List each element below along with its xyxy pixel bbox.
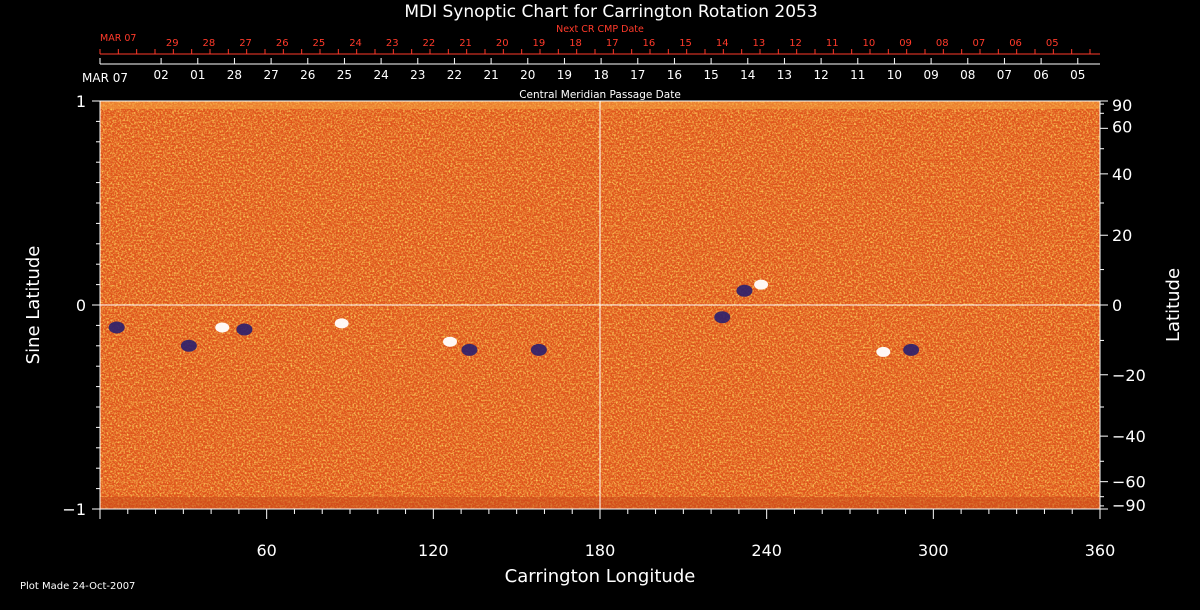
cmp-date-label: 11: [850, 68, 865, 82]
y-axis-left: −1 0 1: [62, 92, 100, 519]
cmp-date-label: 15: [703, 68, 718, 82]
plot-made-footer: Plot Made 24-Oct-2007: [20, 581, 135, 592]
cmp-date-label: 20: [520, 68, 535, 82]
magnetic-feature-12-negative: [903, 343, 920, 356]
cmp-date-label: 07: [997, 68, 1012, 82]
cmp-date-label: 19: [557, 68, 572, 82]
y-axis-right-label: Latitude: [1163, 268, 1184, 342]
next-cr-date-label: 29: [166, 38, 179, 49]
cmp-date-label: 09: [923, 68, 938, 82]
x-tick-label: 300: [918, 541, 949, 560]
next-cr-date-label: 22: [423, 38, 436, 49]
x-axis-label: Carrington Longitude: [505, 566, 696, 587]
next-cr-date-label: 16: [643, 38, 656, 49]
next-cr-date-axis: MAR 07 29 28 27 26 25 24 23 22 21 20 19 18 17 16 15 14 13…: [99, 33, 1100, 55]
next-cr-date-label: 10: [863, 38, 876, 49]
cmp-date-label: 06: [1033, 68, 1048, 82]
next-cr-date-label: 07: [973, 38, 986, 49]
next-cr-date-label: 06: [1009, 38, 1022, 49]
cmp-date-label: 28: [227, 68, 242, 82]
next-cr-date-label: 23: [386, 38, 399, 49]
y-axis-right: 90 60 40 20 0 −20 −40 −60 −90: [1100, 96, 1146, 515]
next-cr-date-label: 13: [753, 38, 766, 49]
magnetic-feature-4-negative: [180, 339, 197, 352]
next-cr-date-label: 11: [826, 38, 839, 49]
cmp-date-label: 16: [667, 68, 682, 82]
next-cr-date-label: 19: [533, 38, 546, 49]
magnetic-feature-11-negative: [714, 311, 731, 324]
y-right-tick-label: 90: [1112, 96, 1132, 115]
next-cr-date-label: 18: [569, 38, 582, 49]
next-cr-date-label: 08: [936, 38, 949, 49]
x-tick-label: 240: [751, 541, 782, 560]
cmp-date-label: 23: [410, 68, 425, 82]
magnetic-feature-10-positive: [754, 279, 769, 290]
cmp-date-label: 21: [483, 68, 498, 82]
magnetic-features: [108, 279, 920, 357]
next-cr-date-label: 12: [789, 38, 802, 49]
magnetic-feature-5-positive: [334, 318, 349, 329]
cmp-date-label: 12: [813, 68, 828, 82]
cmp-date-label: 17: [630, 68, 645, 82]
cmp-date-label: 02: [153, 68, 168, 82]
magnetic-feature-2-negative: [236, 323, 253, 336]
cmp-date-label: 05: [1070, 68, 1085, 82]
y-right-tick-label: 60: [1112, 117, 1132, 136]
y-axis-left-label: Sine Latitude: [23, 246, 44, 365]
cmp-date-label: 01: [190, 68, 205, 82]
magnetic-feature-6-positive: [443, 336, 457, 347]
next-cr-date-label: 26: [276, 38, 289, 49]
x-tick-label: 180: [585, 541, 616, 560]
next-cr-date-label: 27: [239, 38, 252, 49]
cmp-date-label: MAR 07: [82, 71, 128, 85]
y-right-tick-label: −40: [1112, 427, 1146, 446]
next-cr-date-label: 14: [716, 38, 729, 49]
y-right-tick-label: −60: [1112, 473, 1146, 492]
cmp-date-label: 18: [593, 68, 608, 82]
y-right-tick-label: 40: [1112, 165, 1132, 184]
cmp-date-label: 13: [777, 68, 792, 82]
next-cr-axis-label: Next CR CMP Date: [556, 24, 644, 35]
magnetic-feature-1-positive: [215, 322, 230, 333]
x-tick-label: 60: [256, 541, 276, 560]
magnetic-feature-9-negative: [736, 284, 753, 297]
cmp-axis-label: Central Meridian Passage Date: [519, 89, 681, 101]
y-right-tick-label: 0: [1112, 296, 1122, 315]
cmp-date-label: 27: [263, 68, 278, 82]
x-tick-label: 360: [1085, 541, 1116, 560]
cmp-date-label: 22: [447, 68, 462, 82]
cmp-date-label: 08: [960, 68, 975, 82]
y-left-tick-label: 1: [76, 92, 86, 111]
cmp-date-label: 10: [887, 68, 902, 82]
next-cr-date-label: 17: [606, 38, 619, 49]
next-cr-date-label: 05: [1046, 38, 1059, 49]
cmp-date-label: 24: [373, 68, 388, 82]
magnetic-feature-8-negative: [530, 343, 547, 356]
x-axis: 60 120 180 240 300 360: [99, 509, 1116, 560]
y-left-tick-label: 0: [76, 296, 86, 315]
next-cr-date-label: 28: [203, 38, 216, 49]
chart-title: MDI Synoptic Chart for Carrington Rotati…: [404, 2, 817, 22]
y-right-tick-label: 20: [1112, 226, 1132, 245]
y-right-tick-label: −20: [1112, 366, 1146, 385]
next-cr-date-label: 09: [899, 38, 912, 49]
cmp-date-label: 26: [300, 68, 315, 82]
next-cr-date-label: 20: [496, 38, 509, 49]
plot-area: [99, 100, 1101, 510]
cmp-date-axis: MAR 07 02 01 28 27 26 25 24 23 22 21 20 19 18 17 16 15 14…: [82, 58, 1100, 85]
next-cr-date-label: 15: [679, 38, 692, 49]
x-tick-label: 120: [418, 541, 449, 560]
magnetic-feature-13-positive: [876, 346, 891, 357]
magnetic-feature-7-negative: [461, 343, 478, 356]
next-cr-date-label: MAR 07: [100, 33, 136, 44]
next-cr-date-label: 21: [459, 38, 472, 49]
magnetic-feature-3-negative: [108, 321, 125, 334]
y-left-tick-label: −1: [62, 500, 86, 519]
next-cr-date-label: 24: [349, 38, 362, 49]
cmp-date-label: 25: [337, 68, 352, 82]
cmp-date-label: 14: [740, 68, 755, 82]
next-cr-date-label: 25: [313, 38, 326, 49]
y-right-tick-label: −90: [1112, 496, 1146, 515]
